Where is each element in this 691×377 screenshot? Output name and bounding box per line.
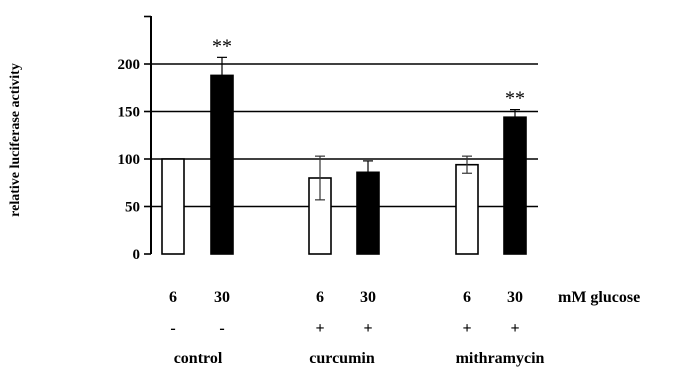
y-axis-label: relative luciferase activity [8, 63, 23, 217]
group-label: mithramycin [456, 350, 545, 367]
glucose-label: 6 [316, 289, 324, 306]
x-labels: 6 - 30 - 6 +30 +6 +30 + mM glucose control curcumin… [169, 289, 640, 367]
bars: ** ** [161, 35, 527, 255]
y-tick-label: 100 [118, 152, 141, 168]
bar [455, 163, 479, 255]
glucose-label: 30 [214, 289, 230, 306]
significance-label: ** [505, 88, 525, 110]
treatment-sign: - [170, 320, 175, 337]
treatment-sign: + [315, 320, 324, 337]
y-tick-label: 0 [133, 247, 141, 263]
glucose-label: 6 [169, 289, 177, 306]
treatment-sign: - [219, 320, 224, 337]
treatment-sign: + [462, 320, 471, 337]
y-tick-label: 200 [118, 57, 141, 73]
glucose-label: 30 [507, 289, 523, 306]
group-label: curcumin [309, 350, 375, 367]
group-label: control [174, 350, 223, 367]
bar [503, 116, 527, 255]
treatment-sign: + [363, 320, 372, 337]
treatment-sign: + [510, 320, 519, 337]
bar [356, 171, 380, 255]
row-header-label: mM glucose [558, 289, 640, 306]
glucose-label: 30 [360, 289, 376, 306]
glucose-label: 6 [463, 289, 471, 306]
bar [210, 74, 234, 255]
y-tick-label: 50 [125, 200, 140, 216]
y-tick-label: 150 [118, 105, 141, 121]
y-ticks: 0 50 100 150 200 [118, 15, 151, 263]
significance-label: ** [212, 35, 232, 57]
grid-lines [151, 63, 538, 208]
bar [161, 158, 185, 255]
